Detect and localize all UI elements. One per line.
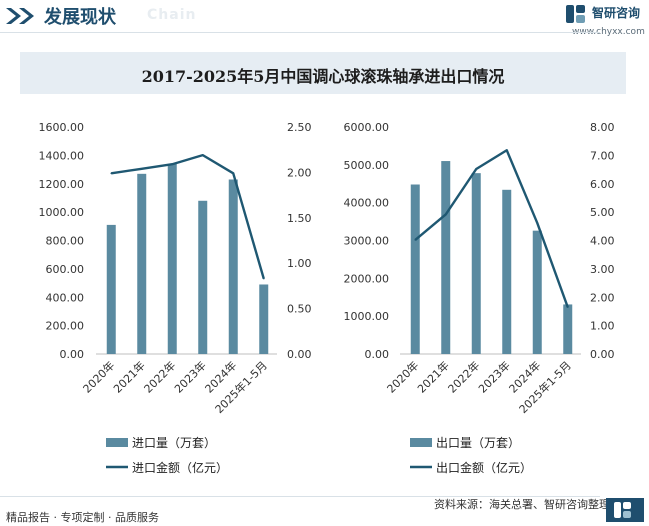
legend-label-bar: 出口量（万套） [436,436,520,450]
header-divider [0,32,600,33]
y-left-tick-label: 600.00 [46,263,85,276]
legend-swatch-bar [410,438,432,447]
y-left-tick-label: 0.00 [60,348,85,361]
legend-swatch-bar [106,438,128,447]
y-right-tick-label: 1.00 [590,320,615,333]
line-point [475,168,478,170]
y-left-tick-label: 3000.00 [344,235,390,248]
footer-source: 资料来源：海关总署、智研咨询整理 [434,498,610,511]
line-point [262,277,265,280]
brand-url: www.chyxx.com [572,27,645,37]
x-tick-label: 2021年 [414,358,451,395]
double-chevron-icon [6,8,34,24]
line-point [232,172,235,175]
line-point [201,154,204,156]
y-left-tick-label: 5000.00 [344,159,390,172]
bar [502,189,512,354]
line-point [414,239,417,241]
bar [441,161,451,354]
line-point [505,149,508,152]
y-right-tick-label: 3.00 [590,263,615,276]
y-left-tick-label: 4000.00 [344,197,390,210]
y-left-tick-label: 200.00 [46,320,85,333]
series-line [111,153,265,279]
bar [106,224,116,354]
y-right-tick-label: 0.00 [590,348,615,361]
y-right-tick-label: 0.50 [287,303,312,316]
y-right-tick-label: 6.00 [590,178,615,191]
y-left-tick-label: 6000.00 [344,121,390,134]
line-point [171,163,174,166]
y-left-tick-label: 800.00 [46,235,85,248]
legend-label-bar: 进口量（万套） [132,436,216,450]
x-tick-label: 2023年 [475,358,512,395]
legend-label-line: 进口金额（亿元） [132,460,228,475]
bar [259,284,269,354]
x-tick-label: 2025年1-5月 [212,358,270,416]
footer-slogan: 精品报告 · 专项定制 · 品质服务 [6,511,159,524]
brand-logo-icon [566,5,585,23]
chart-title: 2017-2025年5月中国调心球滚珠轴承进出口情况 [141,67,505,86]
y-right-tick-label: 2.50 [287,121,312,134]
y-right-tick-label: 0.00 [287,348,312,361]
footer-divider [0,496,600,497]
x-tick-label: 2020年 [384,358,421,395]
x-tick-label: 2022年 [445,358,482,395]
y-right-tick-label: 1.00 [287,257,312,270]
y-right-tick-label: 5.00 [590,206,615,219]
y-right-tick-label: 2.00 [590,291,615,304]
line-point [140,167,143,170]
chart-title-banner: 2017-2025年5月中国调心球滚珠轴承进出口情况 [20,52,626,94]
page-header: 发展现状 Chain 智研咨询 www.chyxx.com [0,0,649,37]
line-point [566,306,569,308]
bar [471,173,481,354]
x-tick-label: 2025年1-5月 [516,358,574,416]
bar [532,230,542,354]
section-title: 发展现状 [44,7,116,28]
page-footer: 精品报告 · 专项定制 · 品质服务 资料来源：海关总署、智研咨询整理 [0,496,649,526]
y-left-tick-label: 400.00 [46,291,85,304]
y-left-tick-label: 1000.00 [39,206,85,219]
line-point [536,222,539,224]
y-left-tick-label: 1400.00 [39,149,85,162]
y-left-tick-label: 1600.00 [39,121,85,134]
bar [167,163,177,354]
y-left-tick-label: 2000.00 [344,272,390,285]
y-right-tick-label: 8.00 [590,121,615,134]
y-right-tick-label: 7.00 [590,149,615,162]
y-right-tick-label: 4.00 [590,235,615,248]
bar [410,184,420,354]
x-tick-label: 2022年 [141,358,178,395]
series-line [414,149,569,308]
bar [137,173,147,354]
x-tick-label: 2020年 [80,358,117,395]
section-ghost-text: Chain [147,7,197,23]
y-right-tick-label: 1.50 [287,212,312,225]
line-point [444,213,447,216]
footer-logo-icon [606,498,644,522]
y-right-tick-label: 2.00 [287,166,312,179]
y-left-tick-label: 0.00 [365,348,390,361]
brand-name: 智研咨询 [592,6,641,20]
y-left-tick-label: 1200.00 [39,178,85,191]
line-point [110,172,113,175]
x-tick-label: 2021年 [110,358,147,395]
x-tick-label: 2023年 [171,358,208,395]
legend-label-line: 出口金额（亿元） [436,460,532,475]
bar [228,179,238,354]
bar [563,304,573,354]
bar [198,200,208,354]
y-left-tick-label: 1000.00 [344,310,390,323]
